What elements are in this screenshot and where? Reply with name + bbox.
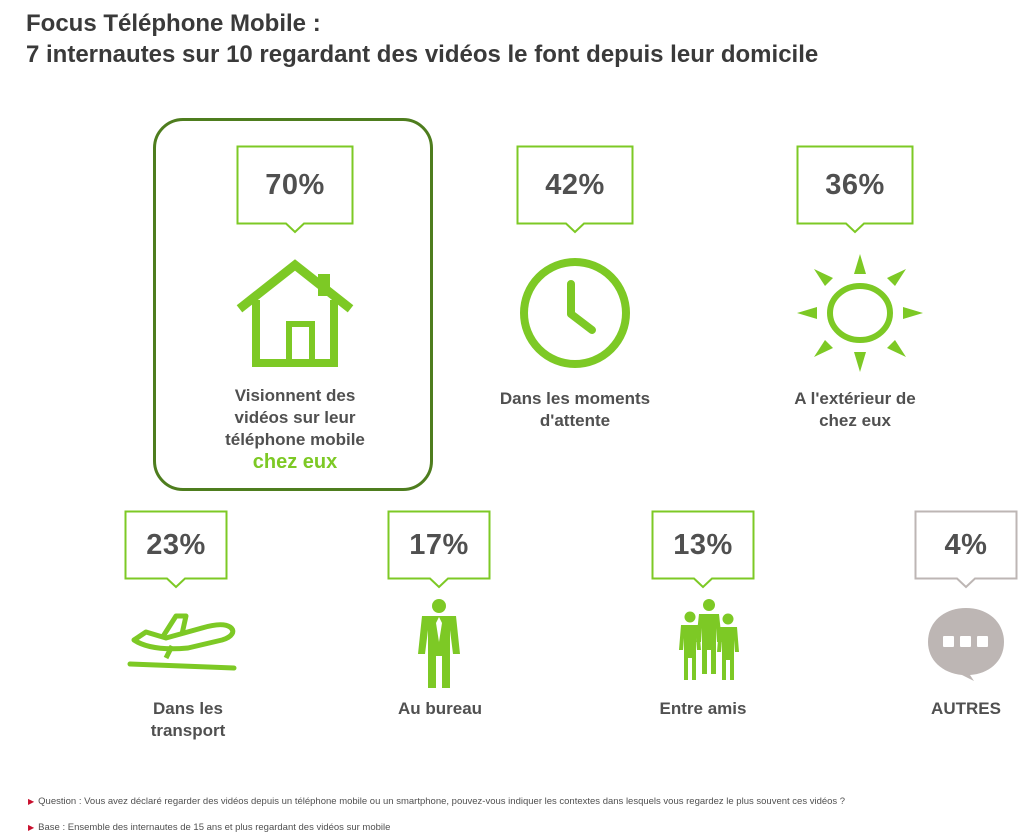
airplane-icon (127, 613, 237, 671)
label-clock: Dans les moments d'attente (499, 389, 651, 430)
percent-callout-others: 4% (914, 510, 1026, 600)
callout-frame (124, 510, 228, 589)
highlight-box (153, 118, 433, 491)
percent-callout-office: 17% (387, 510, 505, 600)
percent-value: 17% (409, 528, 469, 561)
callout-frame (516, 145, 634, 234)
label-office: Au bureau (397, 699, 483, 718)
bullet-icon: ▶ (28, 823, 35, 832)
callout-frame (236, 145, 354, 234)
percent-value: 36% (825, 168, 885, 201)
percent-value: 70% (265, 168, 325, 201)
percent-value: 4% (944, 528, 988, 561)
label-home: Visionnent des vidéos sur leur téléphone… (170, 385, 420, 473)
percent-callout-sun: 36% (796, 145, 914, 235)
percent-callout-friends: 13% (651, 510, 769, 600)
percent-callout-home: 70% (236, 145, 354, 235)
callout-frame (387, 510, 491, 589)
businessman-icon (418, 599, 460, 688)
house-icon (236, 259, 354, 367)
callout-frame (796, 145, 914, 234)
percent-value: 13% (673, 528, 733, 561)
label-airplane: Dans les transport (150, 699, 226, 740)
title-line-2: 7 internautes sur 10 regardant des vidéo… (26, 41, 819, 68)
label-sun: A l'extérieur de chez eux (794, 389, 916, 430)
percent-callout-clock: 42% (516, 145, 634, 235)
percent-value: 23% (146, 528, 206, 561)
clock-icon (520, 258, 630, 368)
callout-frame (914, 510, 1018, 589)
ellipsis-bubble-icon (928, 608, 1004, 681)
page-title: Focus Téléphone Mobile : 7 internautes s… (26, 8, 818, 70)
bullet-icon: ▶ (28, 797, 35, 806)
label-accent: chez eux (252, 451, 338, 473)
percent-callout-airplane: 23% (124, 510, 242, 600)
label-friends: Entre amis (659, 699, 747, 718)
group-icon (679, 599, 739, 680)
callout-frame (651, 510, 755, 589)
label-others: AUTRES (931, 699, 1001, 718)
footer-base: ▶ Base : Ensemble des internautes de 15 a… (28, 822, 391, 833)
percent-value: 42% (545, 168, 605, 201)
title-line-1: Focus Téléphone Mobile : (26, 10, 321, 37)
sun-icon (797, 254, 923, 372)
footer-question: ▶ Question : Vous avez déclaré regarder d… (28, 796, 846, 807)
